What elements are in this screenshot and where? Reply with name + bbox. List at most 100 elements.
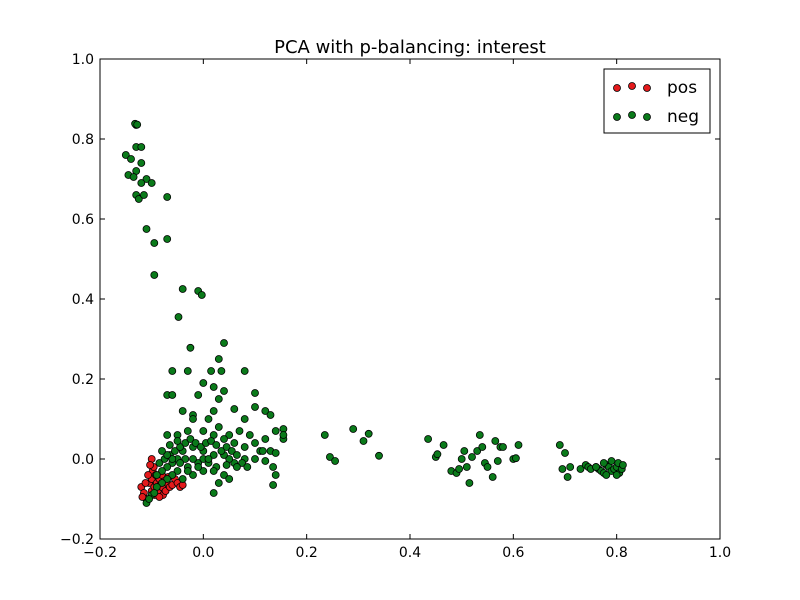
data-point-neg-45 <box>178 407 187 415</box>
data-point-neg-152 <box>424 435 433 443</box>
data-point-neg-170 <box>491 437 500 445</box>
data-point-neg-132 <box>225 475 234 483</box>
data-point-neg-179 <box>561 449 569 457</box>
data-point-neg-72 <box>271 449 280 457</box>
x-tick-label-4: 0.6 <box>502 545 524 561</box>
data-point-neg-4 <box>127 155 135 163</box>
data-point-neg-116 <box>173 467 182 475</box>
data-point-neg-161 <box>462 463 471 471</box>
x-tick-label-2: 0.2 <box>296 545 318 561</box>
data-point-neg-124 <box>150 489 159 497</box>
legend-marker-pos-2 <box>643 84 651 92</box>
data-point-neg-146 <box>325 453 334 461</box>
data-point-neg-147 <box>331 457 340 465</box>
data-point-neg-180 <box>563 473 572 481</box>
data-point-neg-154 <box>433 450 442 459</box>
data-point-neg-181 <box>566 463 575 471</box>
ticks-layer: −0.2 0.0 0.2 0.4 0.6 0.8 1.0 −0.2 0.0 0.2 0.4 0.6 0.… <box>60 52 731 561</box>
data-point-neg-200 <box>602 471 611 479</box>
data-point-neg-139 <box>176 459 185 467</box>
y-tick-label-3: 0.4 <box>72 292 94 308</box>
data-point-neg-165 <box>475 431 484 439</box>
data-point-neg-63 <box>163 431 172 439</box>
data-point-neg-8 <box>137 159 146 167</box>
data-point-neg-104 <box>217 447 226 455</box>
data-point-neg-171 <box>493 457 502 465</box>
data-point-neg-163 <box>468 453 476 461</box>
data-point-neg-44 <box>230 405 239 413</box>
legend-marks <box>613 82 651 121</box>
data-point-neg-150 <box>364 429 373 438</box>
data-point-neg-48 <box>240 415 249 423</box>
data-point-neg-102 <box>207 437 216 445</box>
data-point-neg-137 <box>189 455 197 463</box>
data-point-neg-103 <box>212 441 221 449</box>
legend-label-pos: pos <box>667 78 697 98</box>
data-point-neg-182 <box>576 465 585 473</box>
data-point-neg-158 <box>455 465 464 473</box>
data-point-neg-14 <box>139 191 148 199</box>
data-point-neg-40 <box>194 391 203 399</box>
data-point-neg-74 <box>258 447 267 455</box>
data-point-neg-136 <box>204 455 213 463</box>
data-point-neg-76 <box>271 471 280 479</box>
data-point-neg-126 <box>189 471 197 479</box>
data-point-neg-129 <box>220 471 228 479</box>
chart-title: PCA with p-balancing: interest <box>274 37 546 58</box>
points-layer <box>121 119 627 507</box>
data-point-neg-22 <box>178 285 187 293</box>
data-point-neg-75 <box>269 463 278 471</box>
data-point-neg-89 <box>163 463 172 471</box>
data-point-neg-109 <box>243 463 252 471</box>
data-point-neg-105 <box>222 443 231 451</box>
data-point-neg-162 <box>465 479 474 487</box>
data-point-neg-54 <box>261 435 270 443</box>
data-point-neg-99 <box>191 439 200 447</box>
data-point-neg-43 <box>261 407 270 415</box>
data-point-neg-32 <box>217 367 226 375</box>
data-point-neg-133 <box>183 467 192 475</box>
data-point-neg-57 <box>235 427 244 435</box>
data-point-neg-111 <box>222 461 231 469</box>
data-point-neg-65 <box>199 427 208 435</box>
data-point-pos-34 <box>155 493 164 501</box>
data-point-neg-142 <box>158 447 166 455</box>
x-tick-label-6: 1.0 <box>709 545 731 561</box>
data-point-neg-13 <box>134 195 143 203</box>
data-point-neg-9 <box>142 175 151 183</box>
data-point-neg-62 <box>183 427 192 435</box>
data-point-neg-68 <box>230 439 239 447</box>
data-point-neg-143 <box>165 441 174 449</box>
data-point-neg-119 <box>158 479 166 487</box>
data-point-neg-144 <box>173 437 182 445</box>
y-tick-label-0: −0.2 <box>60 532 94 548</box>
series-neg <box>121 119 627 507</box>
data-point-neg-134 <box>194 463 203 471</box>
data-point-neg-19 <box>150 239 159 247</box>
data-point-neg-30 <box>183 367 192 375</box>
data-point-neg-67 <box>220 435 228 443</box>
data-point-neg-37 <box>251 389 259 397</box>
legend-marker-pos-1 <box>628 82 636 90</box>
x-tick-label-3: 0.4 <box>399 545 421 561</box>
data-point-neg-16 <box>129 173 138 181</box>
data-point-neg-47 <box>209 407 218 415</box>
data-point-neg-21 <box>150 271 159 279</box>
data-point-neg-36 <box>220 387 228 395</box>
data-point-neg-3 <box>121 151 130 159</box>
data-point-neg-178 <box>558 465 567 473</box>
data-point-neg-60 <box>204 415 213 423</box>
x-tick-label-1: 0.0 <box>192 545 214 561</box>
legend-box <box>603 68 711 134</box>
data-point-neg-118 <box>163 475 172 483</box>
data-point-neg-17 <box>163 193 172 201</box>
data-point-neg-164 <box>473 447 482 455</box>
data-point-neg-51 <box>271 427 280 435</box>
data-point-neg-123 <box>145 495 154 503</box>
data-point-neg-25 <box>174 313 183 321</box>
legend-marker-neg-1 <box>628 111 636 119</box>
data-point-neg-173 <box>499 443 507 451</box>
data-point-neg-11 <box>147 179 156 187</box>
data-point-neg-160 <box>460 447 469 455</box>
data-point-neg-27 <box>220 339 228 347</box>
